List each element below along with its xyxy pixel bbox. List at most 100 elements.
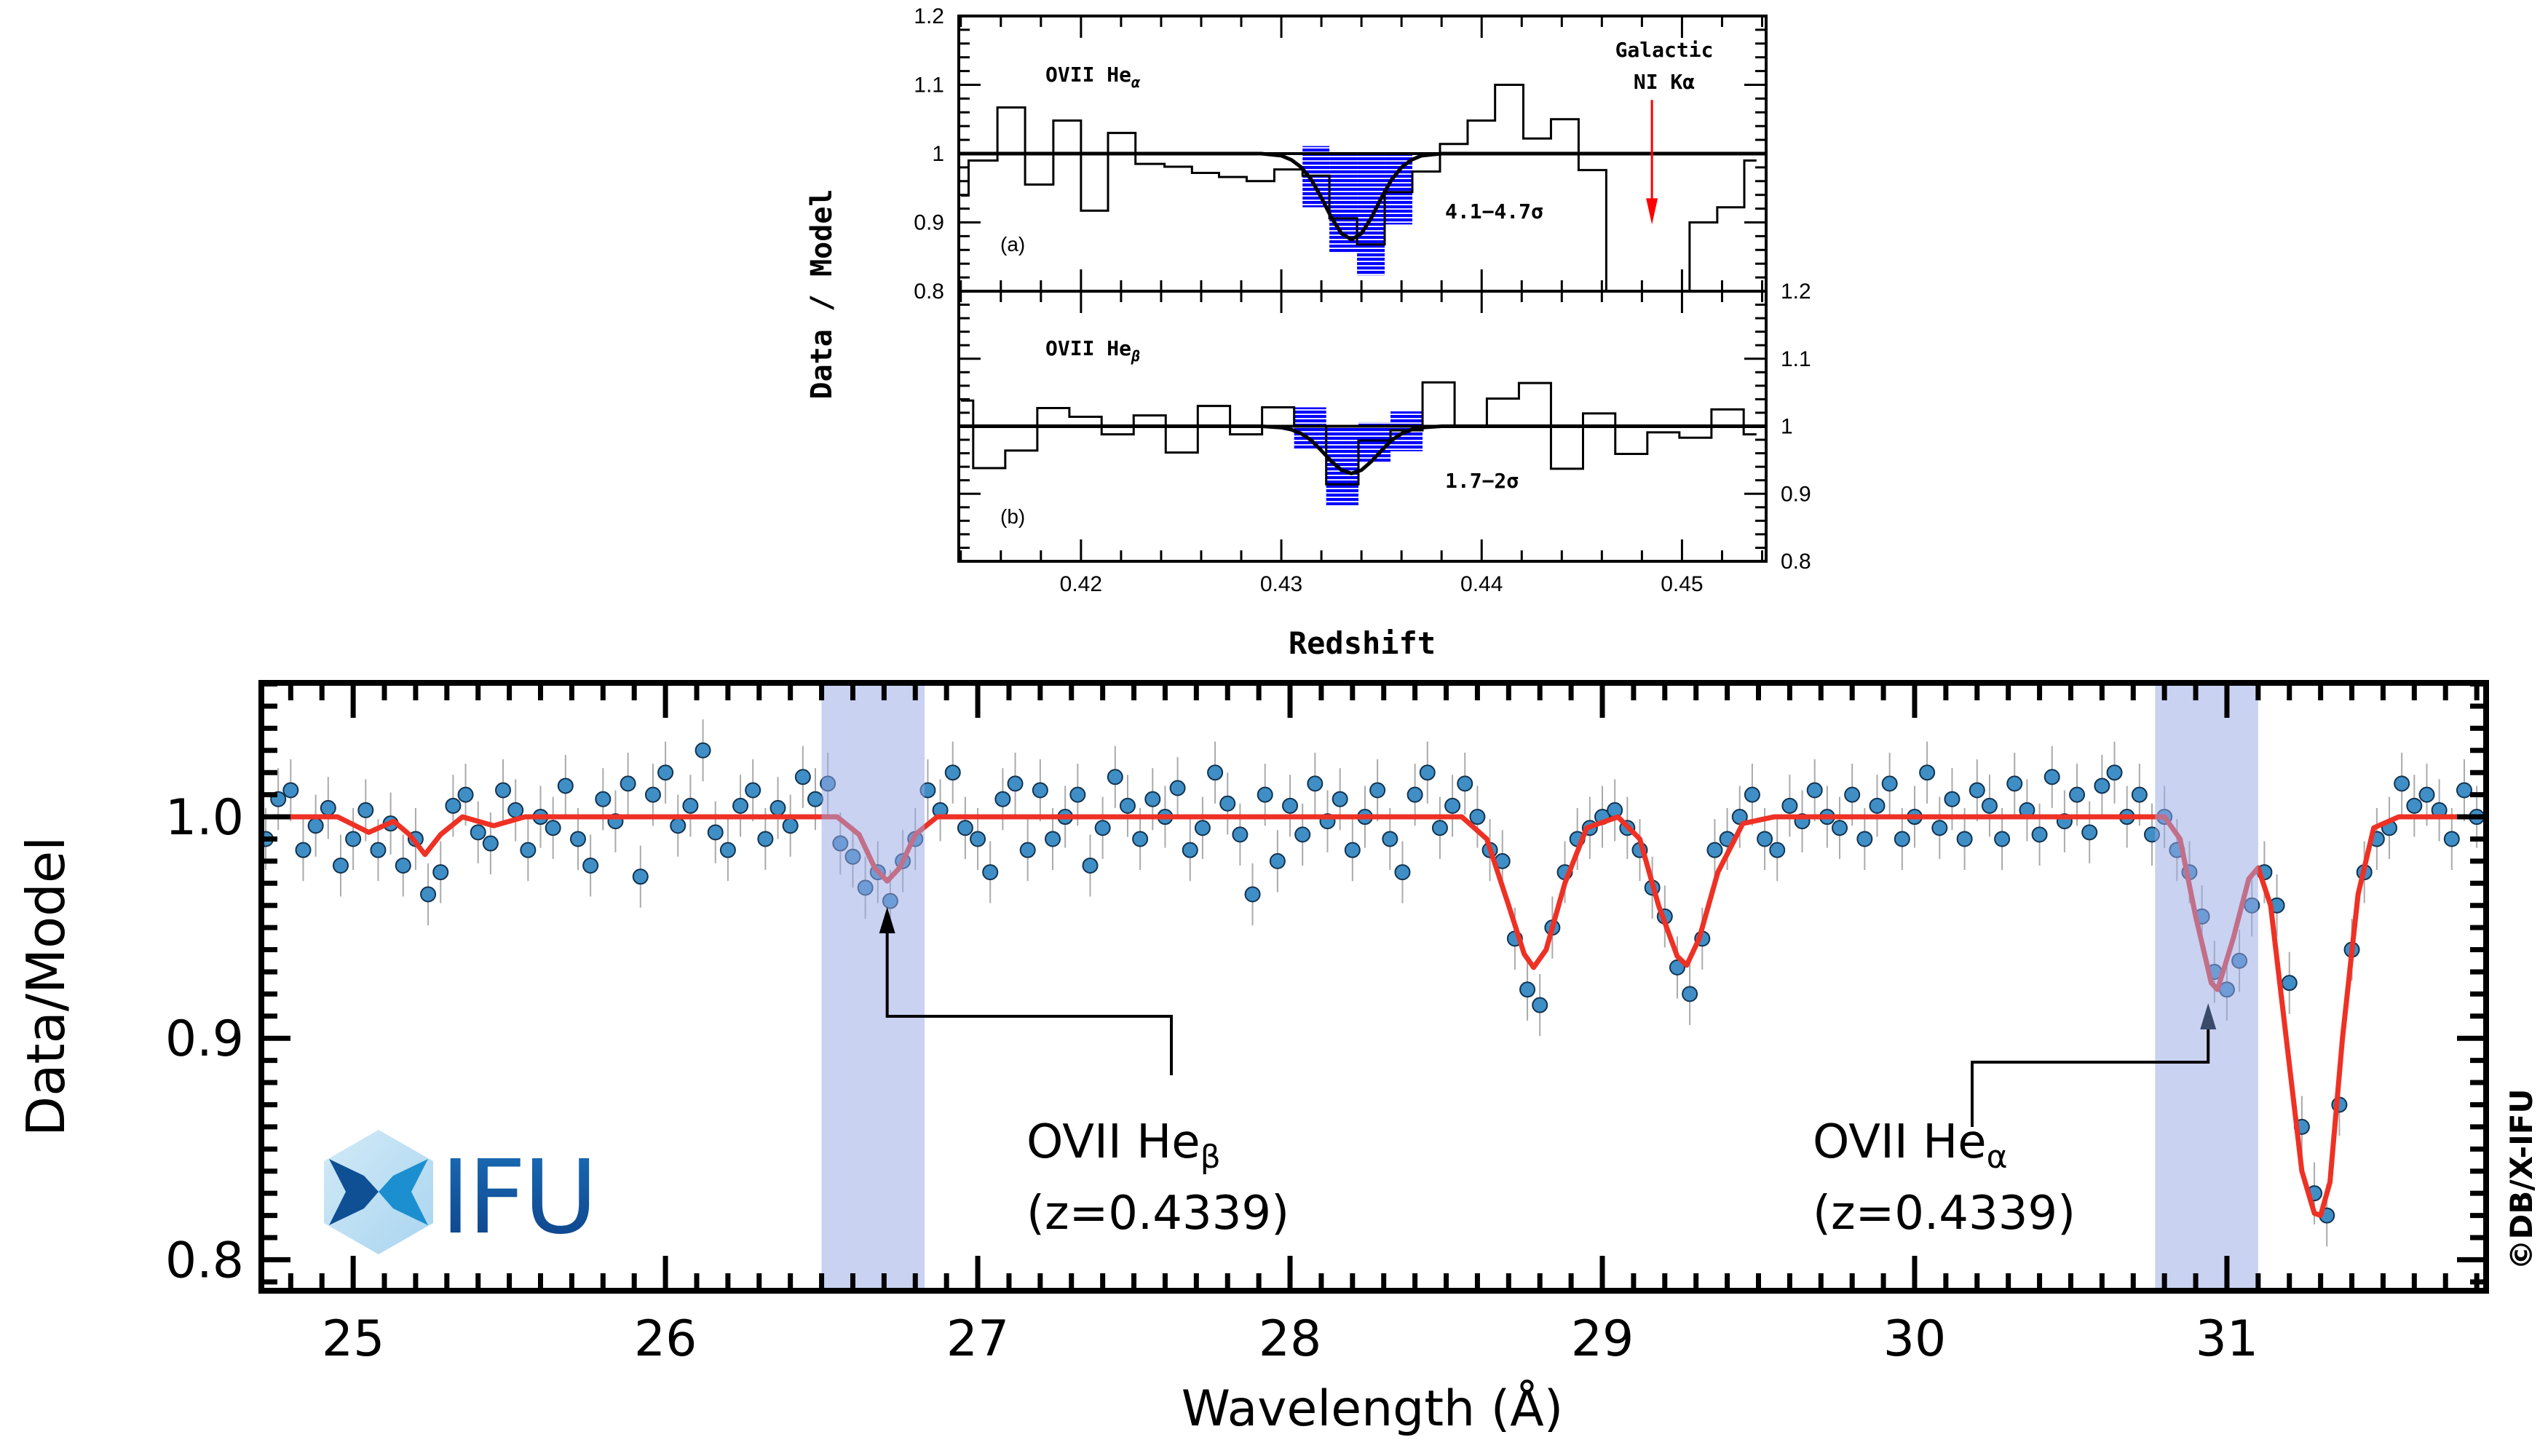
model-curve-a xyxy=(959,151,1766,242)
data-point xyxy=(2094,778,2110,794)
data-point xyxy=(1682,986,1698,1002)
data-point xyxy=(1394,864,1411,881)
data-point xyxy=(1182,842,1198,858)
data-point xyxy=(569,831,586,847)
data-point xyxy=(745,782,761,799)
data-point xyxy=(1806,782,1823,799)
galactic-arrow-head-icon xyxy=(1646,198,1658,225)
data-point xyxy=(1431,820,1448,836)
data-point xyxy=(769,799,786,816)
data-point xyxy=(1032,782,1048,799)
data-point xyxy=(332,857,349,874)
data-point xyxy=(957,820,973,836)
inset-panel-a xyxy=(959,84,1766,291)
model-curve xyxy=(261,814,2486,1219)
main-x-tick-label: 25 xyxy=(322,1310,385,1368)
data-point xyxy=(670,818,687,834)
inset-y-axis-label: Data / Model xyxy=(805,189,839,400)
annotation-he-alpha-label: OVII Heα xyxy=(1813,1115,2008,1176)
data-point xyxy=(2043,769,2060,786)
data-point xyxy=(1669,959,1685,976)
data-point xyxy=(1307,775,1324,792)
inset-significance-b: 1.7−2σ xyxy=(1445,469,1519,493)
data-point xyxy=(1119,797,1136,814)
data-point xyxy=(295,842,312,858)
inset-axes: 0.42 0.43 0.44 0.45 0.8 0.9 1 1.1 1.2 0.8 0.9 1 1.1 1… xyxy=(914,4,1811,596)
data-point xyxy=(695,742,711,759)
main-y-tick-label: 0.8 xyxy=(165,1232,244,1289)
inset-y-tick-label-a: 1 xyxy=(932,142,944,166)
main-x-tick-label: 28 xyxy=(1259,1310,1322,1368)
main-x-tick-label: 27 xyxy=(946,1310,1010,1368)
data-point xyxy=(507,802,524,818)
data-point xyxy=(807,791,823,807)
inset-line-label-b: OVII Heβ xyxy=(1045,336,1140,365)
data-point xyxy=(2456,782,2472,799)
inset-y-tick-label-a: 1.2 xyxy=(914,4,944,28)
data-point xyxy=(1744,786,1760,803)
data-point xyxy=(1244,886,1261,903)
data-point xyxy=(1757,831,1773,847)
data-point xyxy=(470,824,486,841)
data-point xyxy=(582,857,599,874)
data-point xyxy=(457,786,474,803)
data-point xyxy=(1969,782,1985,799)
annotation-he-alpha-redshift: (z=0.4339) xyxy=(1813,1187,2076,1241)
inset-line-label-a: OVII Heα xyxy=(1045,63,1141,91)
data-point xyxy=(1919,764,1936,781)
inset-y-tick-label-b: 1 xyxy=(1781,415,1793,439)
data-point xyxy=(482,835,499,852)
data-point xyxy=(545,820,561,836)
data-point xyxy=(1069,786,1086,803)
inset-x-tick-label: 0.43 xyxy=(1260,572,1302,596)
data-point xyxy=(620,775,636,792)
data-point xyxy=(1869,797,1886,814)
inset-y-tick-label-b: 0.8 xyxy=(1781,550,1811,574)
data-point xyxy=(307,818,324,834)
data-point xyxy=(2006,775,2023,792)
data-point xyxy=(719,842,736,858)
logo-text: IFU xyxy=(440,1139,595,1257)
data-point xyxy=(1382,831,1398,847)
annotation-he-beta-redshift: (z=0.4339) xyxy=(1026,1187,1289,1241)
inset-panel-label-b: (b) xyxy=(1000,505,1025,528)
data-point xyxy=(657,764,674,781)
data-point xyxy=(1107,769,1123,786)
data-point xyxy=(1369,782,1386,799)
data-point xyxy=(757,831,774,847)
annotation-connector-he-alpha xyxy=(1971,1028,2210,1127)
data-point xyxy=(1944,791,1961,807)
inset-y-tick-label-a: 1.1 xyxy=(914,74,944,98)
main-y-tick-label: 0.9 xyxy=(165,1010,244,1068)
data-point xyxy=(1781,797,1798,814)
data-point xyxy=(782,818,799,834)
main-y-axis-label: Data/Model xyxy=(15,836,76,1136)
inset-x-tick-label: 0.42 xyxy=(1060,572,1102,596)
data-point xyxy=(1419,764,1436,781)
data-point xyxy=(994,791,1011,807)
inset-x-tick-label: 0.45 xyxy=(1661,572,1703,596)
shaded-band xyxy=(2155,683,2258,1291)
data-point xyxy=(2131,786,2148,803)
annotation-connector-he-beta xyxy=(885,930,1173,1075)
data-point xyxy=(557,778,574,794)
data-histogram-b xyxy=(961,381,1757,486)
inset-x-tick-label: 0.44 xyxy=(1460,572,1503,596)
logo-x-left xyxy=(329,1159,379,1225)
data-point xyxy=(1082,857,1099,874)
inset-panel-b xyxy=(959,381,1766,506)
data-point xyxy=(420,886,437,903)
data-point xyxy=(1144,791,1161,807)
data-point xyxy=(1232,826,1249,843)
ifu-logo: IFU xyxy=(324,1130,598,1257)
data-point xyxy=(282,782,299,799)
logo-hexagon xyxy=(324,1130,433,1254)
data-point xyxy=(1207,764,1224,781)
data-point xyxy=(970,831,986,847)
data-point xyxy=(1019,842,1036,858)
main-x-tick-label: 29 xyxy=(1571,1310,1634,1368)
data-point xyxy=(1045,831,1061,847)
arrow-head-icon xyxy=(2200,1003,2217,1029)
data-point xyxy=(1294,826,1311,843)
